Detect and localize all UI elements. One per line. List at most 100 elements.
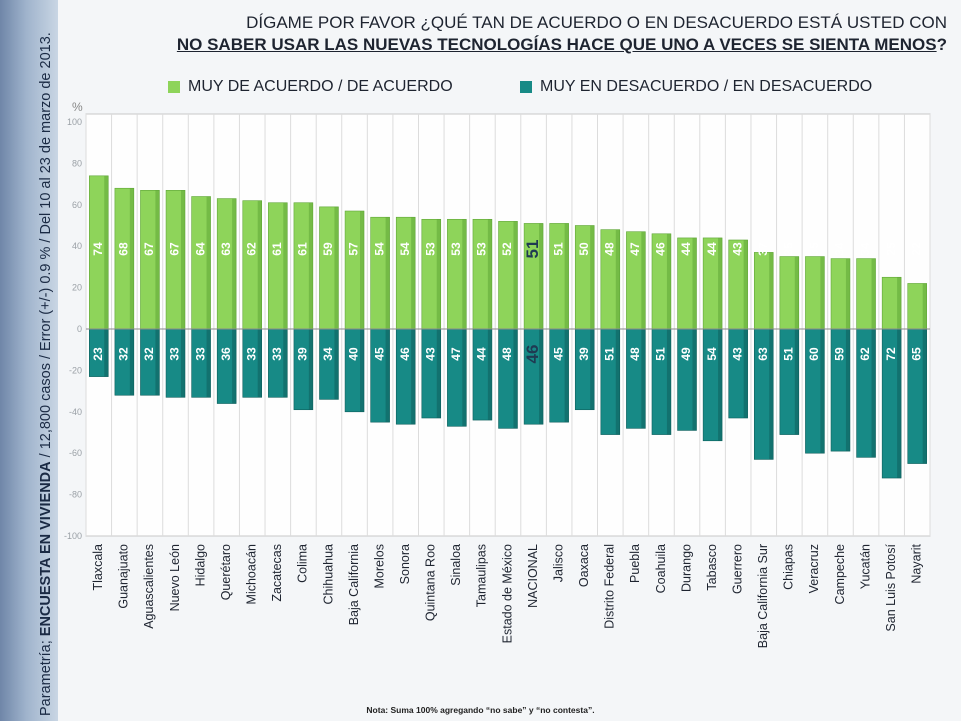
category-label: Coahuila [654, 544, 668, 593]
category-label: Aguascalientes [142, 544, 156, 629]
bar-disagree-shade [590, 329, 595, 410]
category-label: Baja California [347, 544, 361, 625]
bar-disagree-shade [487, 329, 492, 421]
survey-source-text: Parametría; ENCUESTA EN VIVIENDA / 12,80… [38, 32, 54, 716]
data-label-agree: 53 [423, 242, 437, 256]
bar-disagree-shade [897, 329, 902, 479]
y-tick-label: 20 [72, 283, 82, 293]
bar-disagree-shade [564, 329, 569, 423]
bar-disagree-shade [845, 329, 850, 452]
data-label-agree: 46 [654, 242, 668, 256]
bar-disagree-shade [743, 329, 748, 419]
bar-disagree-shade [411, 329, 416, 425]
legend-swatch-agree [168, 81, 180, 93]
chart-title: DÍGAME POR FAVOR ¿QUÉ TAN DE ACUERDO O E… [177, 12, 947, 56]
bar-agree-shade [283, 202, 288, 329]
bar-disagree-shade [718, 329, 723, 441]
y-tick-label: -100 [64, 531, 82, 541]
category-label: Distrito Federal [603, 544, 617, 629]
bar-disagree-shade [360, 329, 365, 412]
bar-agree-shade [845, 258, 850, 329]
data-label-agree: 22 [909, 242, 923, 256]
data-label-disagree: 40 [347, 347, 361, 361]
bar-agree-shade [334, 206, 339, 329]
bar-disagree-shade [334, 329, 339, 400]
category-label: Oaxaca [577, 544, 591, 587]
data-label-agree: 52 [500, 242, 514, 256]
bar-agree-shade [590, 225, 595, 329]
data-label-agree: 67 [168, 242, 182, 256]
data-label-disagree: 62 [858, 347, 872, 361]
category-label: Guerrero [730, 544, 744, 594]
category-label: Yucatán [858, 544, 872, 589]
bar-agree-shade [743, 239, 748, 329]
data-label-agree: 53 [449, 242, 463, 256]
category-label: Nayarit [910, 543, 924, 583]
data-label-disagree: 51 [602, 347, 616, 361]
data-label-disagree: 36 [219, 347, 233, 361]
bar-disagree-shade [871, 329, 876, 458]
data-label-agree: 51 [551, 242, 565, 256]
y-tick-label: 40 [72, 241, 82, 251]
data-label-disagree: 51 [782, 347, 796, 361]
bar-disagree-shade [385, 329, 390, 423]
data-label-disagree: 39 [296, 347, 310, 361]
data-label-agree: 35 [807, 242, 821, 256]
chart-legend: MUY DE ACUERDO / DE ACUERDO MUY EN DESAC… [168, 78, 941, 100]
data-label-disagree: 49 [679, 347, 693, 361]
data-label-disagree: 47 [449, 347, 463, 361]
y-tick-label: 0 [77, 324, 82, 334]
data-label-agree: 61 [270, 242, 284, 256]
bar-agree-shade [487, 219, 492, 329]
category-label: Estado de México [500, 544, 514, 643]
data-label-agree: 54 [398, 242, 412, 256]
data-label-agree: 57 [347, 242, 361, 256]
bar-agree-shade [155, 190, 160, 329]
bar-disagree-shade [641, 329, 646, 429]
bar-disagree-shade [462, 329, 467, 427]
bar-agree-shade [922, 283, 927, 329]
data-label-agree: 44 [679, 242, 693, 256]
data-label-agree: 54 [372, 242, 386, 256]
data-label-agree: 44 [705, 242, 719, 256]
category-label: Sinaloa [449, 544, 463, 586]
bar-agree-shade [129, 188, 134, 329]
data-label-agree: 64 [193, 242, 207, 256]
data-label-disagree: 23 [91, 347, 105, 361]
bar-agree-shade [718, 237, 723, 329]
bar-disagree-shade [692, 329, 697, 431]
data-label-disagree: 34 [321, 347, 335, 361]
bar-agree-shade [206, 196, 211, 329]
category-label: Sonora [398, 544, 412, 584]
y-tick-label: -60 [69, 448, 82, 458]
bar-agree-shade [615, 229, 620, 329]
bar-disagree-shade [180, 329, 185, 398]
bar-disagree-shade [232, 329, 237, 404]
category-label: Tabasco [705, 544, 719, 591]
bar-agree-shade [897, 277, 902, 329]
bar-agree-shade [564, 223, 569, 329]
y-tick-label: 100 [67, 117, 82, 127]
data-label-agree: 35 [782, 242, 796, 256]
data-label-agree: 34 [833, 242, 847, 256]
side-strip [0, 0, 58, 721]
bar-disagree-shade [257, 329, 262, 398]
bar-agree-shade [360, 211, 365, 329]
category-label: Zacatecas [270, 544, 284, 602]
bar-disagree-shade [666, 329, 671, 435]
category-label: Tlaxcala [91, 544, 105, 591]
bar-disagree-shade [206, 329, 211, 398]
chart-title-line1: DÍGAME POR FAVOR ¿QUÉ TAN DE ACUERDO O E… [246, 13, 947, 32]
category-label: Querétaro [219, 544, 233, 600]
bar-agree-shade [871, 258, 876, 329]
legend-item-agree: MUY DE ACUERDO / DE ACUERDO [168, 78, 453, 96]
bar-agree-shade [436, 219, 441, 329]
category-label: Michoacán [245, 544, 259, 604]
data-label-disagree: 32 [142, 347, 156, 361]
bar-disagree-shade [539, 329, 544, 425]
category-label: NACIONAL [526, 544, 540, 608]
category-label: Quintana Roo [424, 544, 438, 621]
category-label: Chihuahua [321, 544, 335, 605]
data-label-disagree: 33 [193, 347, 207, 361]
data-label-agree: 63 [219, 242, 233, 256]
